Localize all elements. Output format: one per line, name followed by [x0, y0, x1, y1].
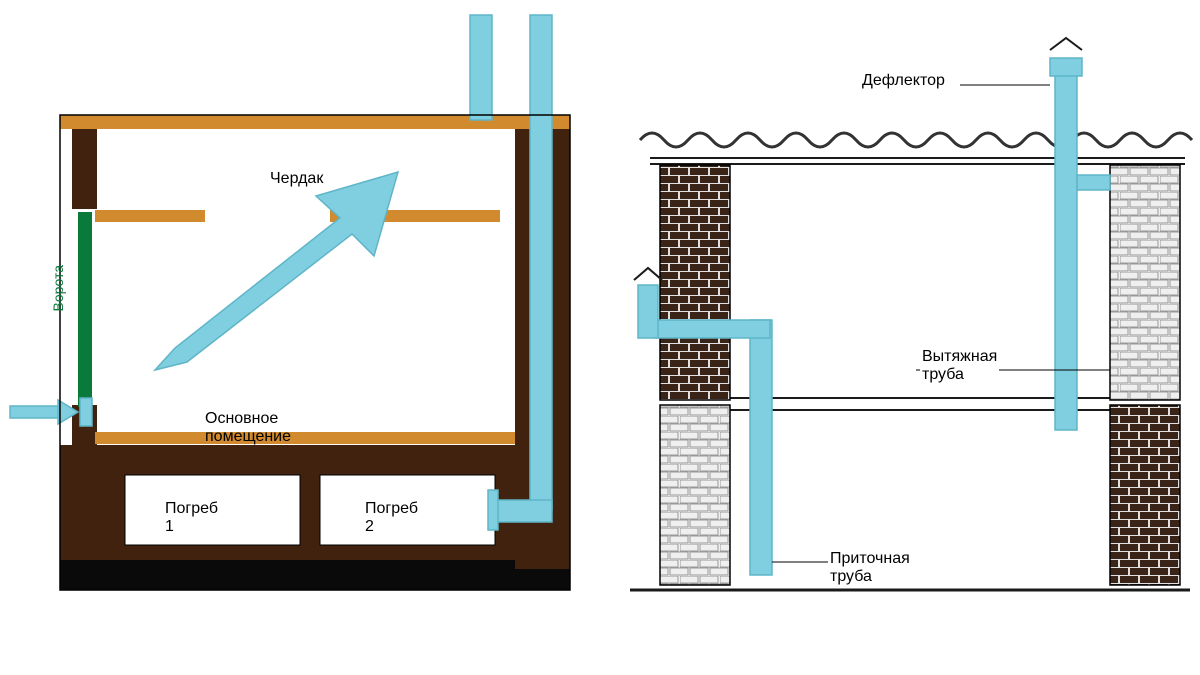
- roof-wave: [640, 133, 1192, 147]
- supply-pipe-v: [750, 320, 772, 575]
- supply-cap-icon: [634, 268, 662, 280]
- supply-pipe-h: [655, 320, 770, 338]
- label-supply: Приточная труба: [830, 550, 910, 586]
- exhaust-pipe-h: [1077, 175, 1110, 190]
- deflector-cap-icon: [1050, 38, 1082, 50]
- exhaust-pipe-v: [1055, 75, 1077, 430]
- supply-pipe-inlet: [638, 285, 658, 338]
- right-svg: [0, 0, 1200, 675]
- wall-col-4: [1110, 405, 1180, 585]
- deflector-body: [1050, 58, 1082, 76]
- label-exhaust: Вытяжная труба: [920, 348, 999, 384]
- wall-col-2: [660, 405, 730, 585]
- label-deflector: Дефлектор: [862, 72, 945, 90]
- wall-col-3: [1110, 165, 1180, 400]
- wall-col-1: [660, 165, 730, 400]
